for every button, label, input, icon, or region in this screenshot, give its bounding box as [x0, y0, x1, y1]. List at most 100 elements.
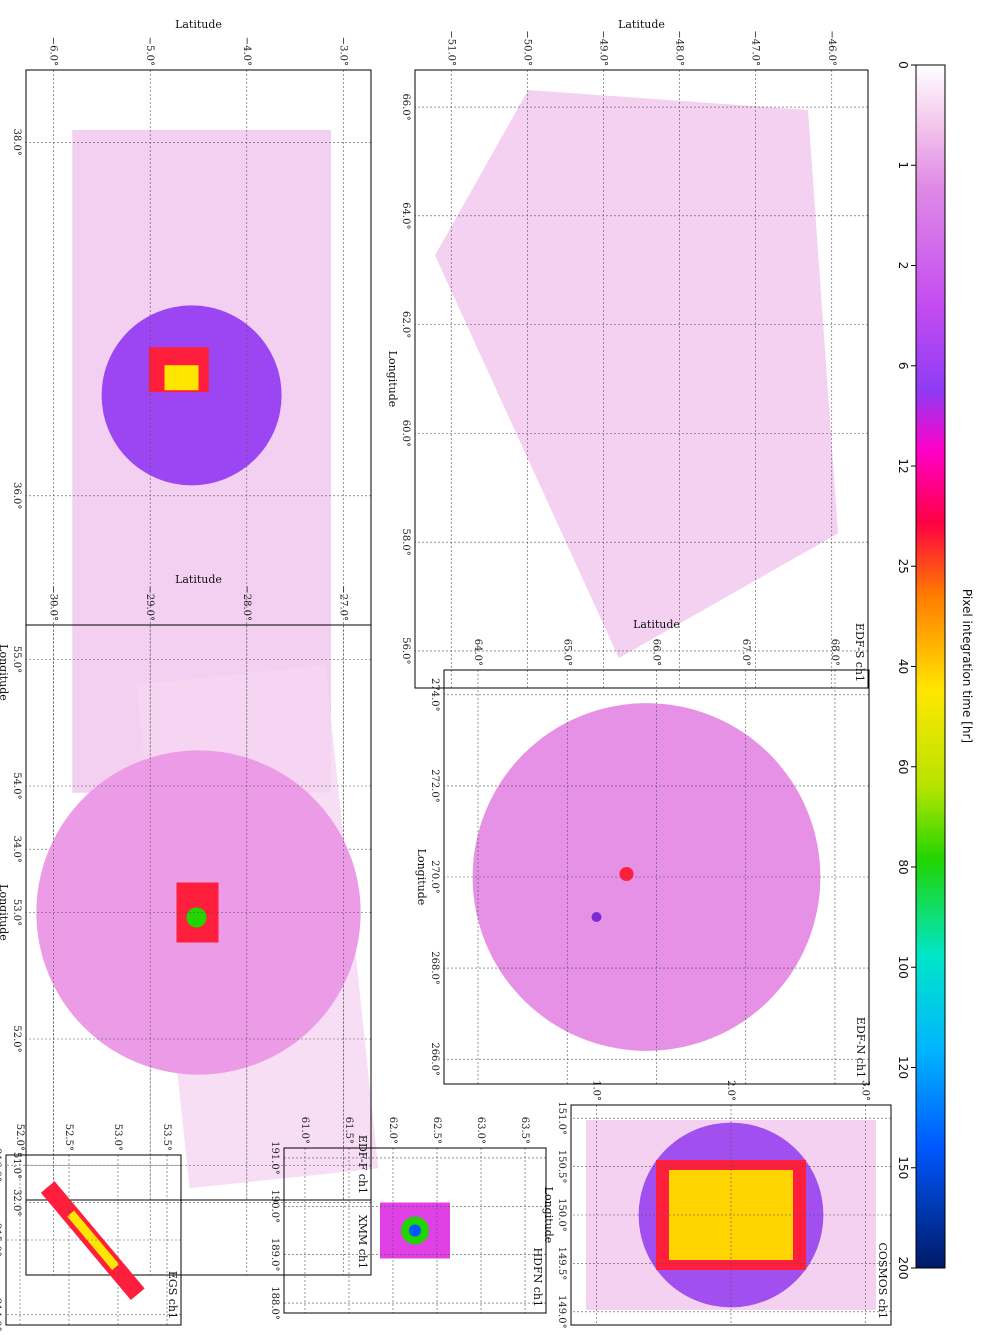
colorbar-gradient: [915, 64, 946, 1269]
coverage-map: [435, 90, 838, 658]
x-tick-label: 56.0°: [400, 637, 411, 664]
x-tick-label: 272.0°: [429, 769, 440, 803]
y-tick-label: −46.0°: [826, 30, 837, 66]
y-tick-label: −3.0°: [337, 37, 348, 66]
y-tick-label: 62.0°: [387, 1117, 398, 1144]
y-tick-label: −50.0°: [521, 30, 532, 66]
panel-frame: [414, 69, 869, 689]
x-tick-label: 38.0°: [11, 129, 22, 156]
y-tick-label: 68.0°: [829, 639, 840, 666]
y-tick-label: 63.0°: [475, 1117, 486, 1144]
y-axis-label: Latitude: [175, 18, 222, 31]
x-tick-label: 189.0°: [269, 1238, 280, 1272]
grid: [444, 670, 869, 1084]
y-tick-label: −28.0°: [241, 585, 252, 621]
x-tick-label: 53.0°: [11, 899, 22, 926]
x-tick-label: 214.0°: [0, 1298, 2, 1332]
coverage-map: [380, 1202, 450, 1259]
y-tick-label: 61.0°: [299, 1117, 310, 1144]
y-tick-label: 52.0°: [14, 1124, 25, 1151]
colorbar-tick-label: 6: [896, 362, 910, 370]
x-tick-label: 270.0°: [429, 860, 440, 894]
y-tick-label: 1.0°: [591, 1080, 602, 1101]
x-tick-label: 34.0°: [11, 836, 22, 863]
coverage-map: [472, 703, 821, 1051]
x-tick-label: 190.0°: [269, 1189, 280, 1223]
grid: [571, 1105, 891, 1325]
x-tick-label: 52.0°: [11, 1025, 22, 1052]
colorbar-tick-label: 25: [896, 559, 910, 574]
x-tick-label: 36.0°: [11, 482, 22, 509]
panel-title: EDF-N ch1: [854, 1017, 867, 1078]
y-tick-label: −49.0°: [597, 30, 608, 66]
panel-title: EDF-F ch1: [356, 1135, 369, 1194]
panel-3: 55.0°54.0°53.0°52.0°51.0°−27.0°−28.0°−29…: [0, 573, 372, 1201]
panel-6: 191.0° 190.0° 189.0° 188.0° 63.5° 63.0° 62.5° 6…: [269, 1117, 547, 1320]
x-axis-label: Longitude: [0, 884, 10, 941]
colorbar-label: Pixel integration time [hr]: [960, 589, 974, 743]
y-tick-label: 3.0°: [859, 1080, 870, 1101]
colorbar-tick-label: 1: [896, 161, 910, 169]
panel-title: XMM ch1: [356, 1215, 369, 1269]
grid: [415, 70, 868, 688]
y-tick-label: 61.5°: [343, 1117, 354, 1144]
y-tick-label: −48.0°: [674, 30, 685, 66]
y-tick-label: 64.0°: [472, 639, 483, 666]
x-tick-label: 150.0°: [556, 1198, 567, 1232]
x-tick-label: 191.0°: [269, 1141, 280, 1175]
x-tick-label: 51.0°: [11, 1152, 22, 1179]
y-tick-label: 2.0°: [725, 1080, 736, 1101]
x-tick-label: 274.0°: [429, 678, 440, 712]
panel-1: 38.0° 36.0° 34.0° 32.0° −3.0° −4.0° −5.0° −6.0°…: [0, 18, 379, 1276]
panel-title: EGS ch1: [166, 1271, 179, 1319]
y-tick-label: 66.0°: [651, 639, 662, 666]
x-axis-label: Longitude: [542, 1187, 555, 1244]
panel-frame: [443, 669, 870, 1085]
panel-title: EDF-S ch1: [853, 623, 866, 682]
panel-7: 151.0° 150.5° 150.0° 149.5° 149.0° 3.0° 2.0° 1.…: [542, 1080, 892, 1329]
y-tick-label: −27.0°: [337, 585, 348, 621]
y-tick-label: −6.0°: [48, 37, 59, 66]
colorbar-tick-label: 200: [896, 1257, 910, 1280]
colorbar-tick-label: 60: [896, 759, 910, 774]
y-tick-label: −5.0°: [144, 37, 155, 66]
y-tick-label: 65.0°: [561, 639, 572, 666]
panel-2: 66.0° 64.0° 62.0° 60.0° 58.0° 56.0° −46.0° −47.…: [386, 18, 869, 689]
y-tick-label: 67.0°: [740, 639, 751, 666]
colorbar-tick-label: 0: [896, 61, 910, 69]
panel-frame: [5, 1154, 182, 1326]
y-tick-label: −47.0°: [750, 30, 761, 66]
y-axis-label: Latitude: [175, 573, 222, 586]
panel-5: 216.0° 215.0° 214.0° 53.5° 53.0° 52.5° 52.0° EG…: [0, 1124, 182, 1332]
x-tick-label: 216.0°: [0, 1148, 2, 1182]
grid: [26, 625, 371, 1200]
colorbar-tick-label: 100: [896, 956, 910, 979]
colorbar-tick-label: 150: [896, 1156, 910, 1179]
panel-title: COSMOS ch1: [876, 1242, 889, 1319]
x-tick-label: 149.5°: [556, 1247, 567, 1281]
y-tick-label: −29.0°: [144, 585, 155, 621]
x-tick-label: 55.0°: [11, 646, 22, 673]
panel-frame: [283, 1147, 547, 1314]
colorbar-tick-label: 40: [896, 659, 910, 674]
x-axis-label: Longitude: [415, 849, 428, 906]
grid: [284, 1148, 546, 1313]
x-tick-label: 150.5°: [556, 1150, 567, 1184]
panel-title: HDFN ch1: [531, 1248, 544, 1307]
panel-4: 274.0° 272.0° 270.0° 268.0° 266.0° 68.0° 67.0°…: [415, 618, 870, 1085]
x-tick-label: 64.0°: [400, 202, 411, 229]
x-tick-label: 58.0°: [400, 529, 411, 556]
x-tick-label: 188.0°: [269, 1286, 280, 1320]
panels: 38.0° 36.0° 34.0° 32.0° −3.0° −4.0° −5.0° −6.0°…: [0, 18, 892, 1332]
x-tick-label: 149.0°: [556, 1295, 567, 1329]
x-tick-label: 268.0°: [429, 951, 440, 985]
grid: [6, 1155, 181, 1325]
x-tick-label: 151.0°: [556, 1101, 567, 1135]
y-tick-label: 53.5°: [161, 1124, 172, 1151]
x-tick-label: 32.0°: [11, 1189, 22, 1216]
y-axis-label: Latitude: [618, 18, 665, 31]
colorbar-tick-label: 120: [896, 1056, 910, 1079]
